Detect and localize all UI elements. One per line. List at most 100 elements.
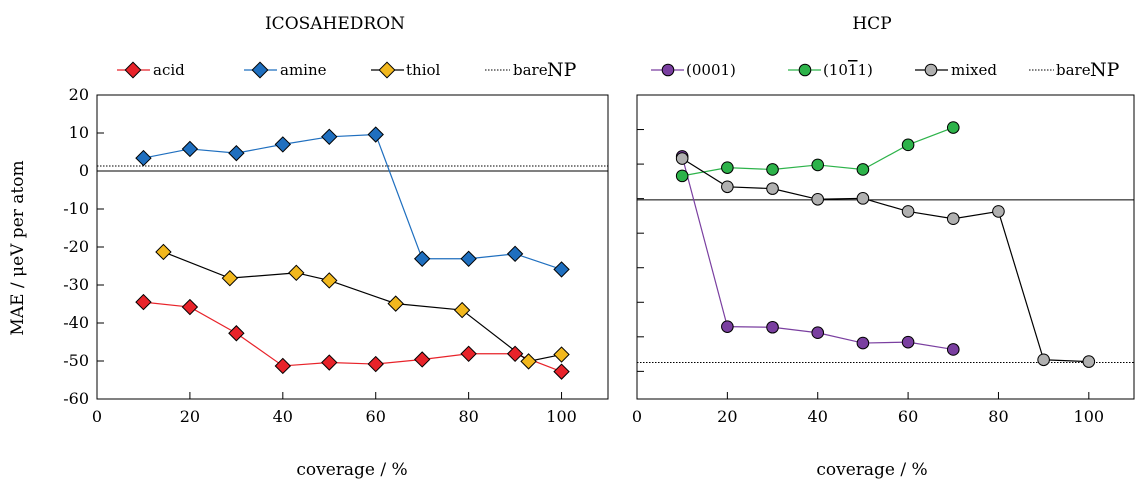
legend-1011-label: (1011) (823, 61, 873, 79)
legend-1011-label-a: (10 (823, 61, 848, 79)
data-point-acid (460, 345, 477, 362)
data-point-amine (367, 126, 384, 143)
data-point (901, 205, 915, 218)
legend-1011-label-bar: 1 (848, 61, 858, 79)
left-panel: ICOSAHEDRON acid amine thiol bare NP 20 1… (8, 14, 609, 480)
legend-thiol-label: thiol (406, 61, 441, 79)
series-line-thiol (163, 251, 562, 363)
y-tick-label: 0 (79, 161, 89, 180)
data-point (856, 163, 870, 176)
y-tick-label: -30 (63, 275, 89, 294)
legend-1011-label-b: 1) (858, 61, 873, 79)
right-panel: HCP (0001) (1011) mixed bare NP 0 20 40 60 8… (632, 14, 1135, 480)
x-tick-label: 100 (546, 407, 577, 426)
series-line (681, 158, 1089, 363)
legend-acid-marker (124, 61, 142, 79)
left-chart-title: ICOSAHEDRON (265, 14, 405, 34)
data-point (811, 326, 825, 340)
data-point-amine (274, 136, 292, 153)
data-point-acid (413, 351, 431, 368)
data-point (766, 163, 779, 176)
right-legend: (0001) (1011) mixed bare NP (651, 59, 1120, 81)
data-point (675, 169, 689, 183)
x-tick-label: 60 (898, 407, 918, 426)
x-tick-label: 40 (808, 407, 828, 426)
data-point (946, 212, 960, 226)
data-point (901, 138, 915, 152)
data-point-acid (367, 355, 384, 373)
data-point-thiol (321, 272, 338, 289)
y-tick-label: -20 (63, 237, 89, 256)
legend-mixed-label: mixed (951, 61, 997, 79)
data-point-acid (553, 363, 570, 380)
data-point (1037, 353, 1050, 367)
data-point (856, 192, 870, 205)
data-point-thiol (453, 301, 471, 319)
data-point (675, 152, 689, 165)
legend-0001-marker (661, 63, 675, 77)
data-point (946, 121, 960, 134)
x-tick-label: 80 (458, 407, 478, 426)
data-point-amine (413, 250, 431, 267)
legend-thiol-marker (378, 61, 396, 79)
data-point-acid (321, 354, 338, 371)
data-point (856, 336, 870, 350)
data-point-acid (135, 293, 152, 311)
y-tick-label: -50 (63, 351, 89, 370)
x-tick-label: 40 (273, 407, 293, 426)
series-line-acid (143, 301, 562, 373)
data-point (946, 343, 960, 356)
x-tick-label: 80 (988, 407, 1008, 426)
data-point (992, 205, 1005, 218)
x-tick-label: 0 (92, 407, 102, 426)
data-point-amine (553, 261, 570, 278)
y-tick-label: 10 (69, 123, 89, 142)
right-chart-title: HCP (852, 14, 891, 34)
data-point-acid (228, 325, 245, 342)
y-tick-label: -40 (63, 313, 89, 332)
data-point-thiol (288, 264, 305, 282)
legend-amine-label: amine (280, 61, 327, 79)
x-tick-label: 20 (717, 407, 737, 426)
legend-np-label: NP (547, 59, 577, 81)
left-y-axis-label: MAE / μeV per atom (8, 160, 28, 335)
left-legend: acid amine thiol bare NP (117, 59, 577, 81)
legend-bare-label: bare (513, 61, 548, 79)
legend-0001-label: (0001) (686, 61, 736, 79)
data-point-acid (274, 357, 292, 375)
data-point-thiol (387, 295, 404, 312)
data-point-thiol (155, 243, 172, 261)
legend-mixed-marker (924, 63, 938, 77)
data-point-amine (321, 128, 338, 146)
legend-1011-marker (798, 63, 812, 77)
x-tick-label: 20 (180, 407, 200, 426)
data-point-amine (135, 149, 152, 167)
data-point (1082, 355, 1096, 368)
data-point-amine (506, 245, 524, 263)
right-plot-frame (636, 94, 1135, 400)
left-plot-frame (96, 94, 609, 400)
data-point (721, 320, 734, 333)
legend-bare-label-right: bare (1056, 61, 1091, 79)
x-tick-label: 60 (366, 407, 386, 426)
right-plot-area: 0 20 40 60 80 100 (632, 94, 1135, 426)
data-point-thiol (553, 346, 570, 363)
data-point (811, 192, 825, 206)
right-x-axis-label: coverage / % (816, 460, 927, 480)
data-point (811, 158, 825, 172)
data-point (721, 161, 734, 174)
y-tick-label: 20 (69, 85, 89, 104)
data-point (721, 180, 734, 194)
y-tick-label: -60 (63, 389, 89, 408)
data-point (766, 182, 779, 195)
legend-acid-label: acid (153, 61, 185, 79)
data-point-amine (181, 140, 199, 158)
series-line-amine (143, 133, 562, 270)
data-point-amine (460, 250, 477, 267)
left-x-axis-label: coverage / % (296, 460, 407, 480)
data-point-thiol (221, 269, 239, 287)
legend-amine-marker (251, 61, 269, 79)
data-point-amine (228, 144, 245, 162)
